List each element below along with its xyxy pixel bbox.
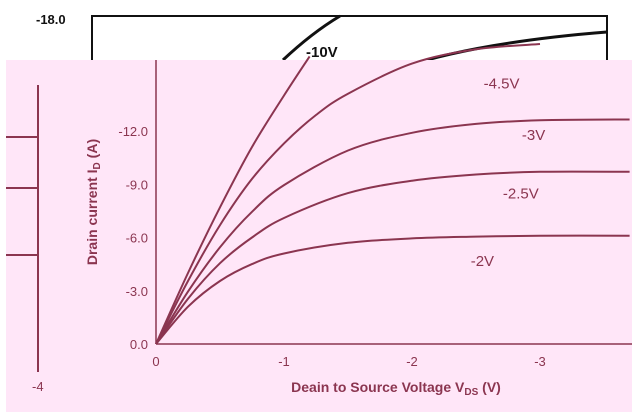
curve-labels: -4.5V -3V -2.5V -2V: [471, 75, 546, 270]
x-tick-labels: 0 -1 -2 -3: [152, 354, 545, 369]
x-tick-label: -2: [406, 354, 418, 369]
back-top-tick-label: -18.0: [36, 12, 66, 27]
left-fragment: -4: [6, 85, 44, 394]
y-axis-title-main: Drain current I: [84, 169, 100, 265]
curve-label: -2V: [471, 253, 494, 270]
series-line: [155, 170, 630, 345]
x-axis-title: Deain to Source Voltage VDS (V): [291, 379, 501, 398]
series-line: [155, 118, 630, 345]
back-curve-label: -10V: [306, 44, 338, 61]
x-axis-title-unit: (V): [478, 379, 501, 395]
y-tick-label: -12.0: [118, 124, 148, 139]
curve-label: -2.5V: [503, 185, 539, 202]
series-layer: [155, 43, 630, 345]
curve-label: -3V: [522, 127, 545, 144]
series-line: [155, 55, 311, 345]
y-tick-label: -9.0: [126, 177, 148, 192]
x-tick-label: 0: [152, 354, 159, 369]
y-tick-label: -6.0: [126, 231, 148, 246]
series-line: [155, 43, 541, 345]
back-steep-curve: [281, 14, 341, 62]
y-axis-title: Drain current ID (A): [84, 139, 103, 265]
x-tick-label: -1: [278, 354, 290, 369]
x-axis-title-main: Deain to Source Voltage V: [291, 379, 465, 395]
y-axis-title-subscript: D: [92, 162, 103, 169]
x-axis-title-subscript: DS: [464, 387, 478, 398]
y-tick-labels: 0.0 -3.0 -6.0 -9.0 -12.0: [118, 124, 148, 352]
y-axis-title-unit: (A): [84, 139, 100, 162]
left-fragment-tick-label: -4: [32, 379, 44, 394]
series-line: [155, 234, 630, 345]
x-tick-label: -3: [534, 354, 546, 369]
y-tick-label: 0.0: [130, 337, 148, 352]
curve-label: -4.5V: [484, 75, 520, 92]
y-tick-label: -3.0: [126, 284, 148, 299]
